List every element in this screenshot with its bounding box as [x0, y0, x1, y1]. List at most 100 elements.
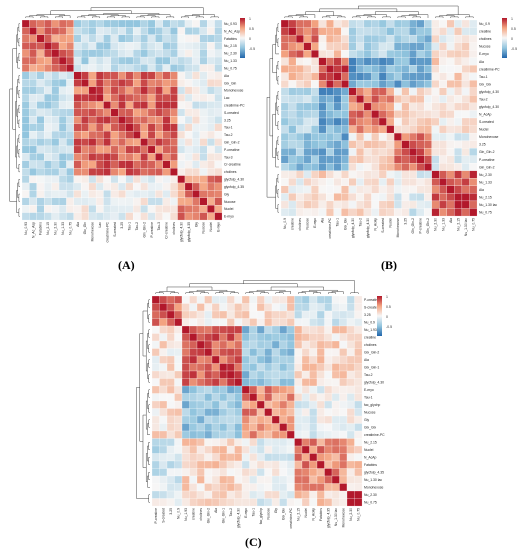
heatmap-cell	[354, 355, 363, 364]
heatmap-cell	[378, 19, 387, 28]
heatmap-cell	[207, 138, 215, 147]
heatmap-cell	[469, 178, 478, 187]
heatmap-cell	[386, 65, 395, 73]
heatmap-cell	[44, 64, 52, 73]
heatmap-cell	[326, 132, 334, 141]
heatmap-cell	[196, 400, 205, 409]
heatmap-cell	[44, 153, 52, 161]
column-label: Nu_0.75	[471, 218, 475, 231]
heatmap-cell	[356, 87, 365, 96]
heatmap-cell	[356, 148, 365, 156]
heatmap-cell	[199, 71, 208, 80]
heatmap-cell	[461, 185, 470, 194]
heatmap-cell	[249, 415, 258, 424]
column-label: Nuclei	[209, 222, 213, 232]
heatmap-cell	[219, 498, 228, 507]
heatmap-cell	[409, 148, 417, 156]
heatmap-cell	[386, 57, 395, 66]
heatmap-cell	[204, 333, 213, 342]
heatmap-cell	[174, 430, 183, 439]
row-label: Fatabins	[364, 463, 377, 467]
heatmap-cell	[51, 56, 60, 65]
heatmap-cell	[348, 65, 357, 73]
heatmap-cell	[409, 200, 417, 209]
heatmap-cell	[211, 340, 220, 349]
heatmap-cell	[103, 49, 112, 58]
heatmap-cell	[58, 79, 67, 87]
heatmap-cell	[140, 123, 149, 132]
heatmap-cell	[159, 370, 168, 379]
heatmap-cell	[331, 393, 340, 402]
heatmap-cell	[170, 34, 178, 43]
heatmap-cell	[363, 178, 372, 187]
heatmap-cell	[174, 400, 183, 409]
heatmap-cell	[132, 34, 141, 43]
heatmap-cell	[341, 87, 350, 96]
heatmap-cell	[446, 148, 455, 156]
heatmap-cell	[147, 175, 156, 184]
heatmap-cell	[249, 355, 258, 364]
heatmap-cell	[51, 205, 60, 213]
heatmap-cell	[155, 19, 163, 28]
heatmap-cell	[461, 200, 470, 209]
heatmap-cell	[132, 79, 141, 87]
heatmap-cell	[184, 86, 193, 95]
heatmap-cell	[184, 101, 193, 110]
heatmap-cell	[346, 483, 355, 492]
heatmap-cell	[36, 93, 45, 102]
heatmap-cell	[166, 303, 175, 312]
heatmap-cell	[166, 453, 175, 462]
heatmap-cell	[166, 348, 175, 357]
heatmap-cell	[346, 400, 355, 409]
heatmap-cell	[189, 490, 198, 499]
heatmap-cell	[29, 190, 37, 198]
heatmap-cell	[177, 19, 186, 28]
heatmap-cell	[103, 108, 112, 117]
heatmap-cell	[401, 185, 410, 194]
heatmap-cell	[301, 333, 310, 342]
heatmap-cell	[29, 175, 37, 184]
heatmap-cell	[219, 483, 228, 492]
column-label: Gly	[274, 508, 278, 513]
heatmap-cell	[288, 27, 297, 36]
heatmap-cell	[446, 87, 455, 96]
heatmap-cell	[469, 42, 478, 51]
heatmap-cell	[301, 415, 310, 424]
heatmap-cell	[234, 408, 243, 417]
heatmap-cell	[88, 101, 97, 110]
heatmap-cell	[469, 87, 478, 96]
heatmap-cell	[103, 64, 112, 73]
heatmap-cell	[416, 117, 425, 126]
row-label: Glx_Glx	[364, 426, 376, 430]
heatmap-cell	[177, 108, 186, 117]
heatmap-cell	[348, 208, 357, 217]
heatmap-cell	[132, 93, 141, 102]
heatmap-cell	[170, 42, 178, 50]
heatmap-cell	[110, 212, 119, 221]
heatmap-cell	[151, 475, 160, 484]
heatmap-cell	[469, 72, 478, 81]
heatmap-cell	[461, 87, 470, 96]
heatmap-cell	[339, 438, 348, 447]
panel-a: Nu_0.93 N_Ac_Asp Fatabins Nu_2.15 Nu_2.30 Nu_…	[0, 0, 260, 275]
row-label: Tau-1	[479, 75, 488, 79]
heatmap-cell	[386, 72, 395, 81]
heatmap-cell	[316, 423, 325, 432]
heatmap-cell	[256, 363, 265, 372]
heatmap-cell	[241, 460, 250, 469]
heatmap-cell	[446, 95, 455, 104]
heatmap-cell	[264, 340, 273, 349]
heatmap-cell	[271, 460, 280, 469]
heatmap-cell	[354, 498, 363, 507]
heatmap-cell	[249, 453, 258, 462]
heatmap-cell	[159, 415, 168, 424]
heatmap-cell	[286, 310, 295, 319]
heatmap-cell	[21, 27, 30, 35]
heatmap-cell	[226, 333, 235, 342]
heatmap-cell	[416, 102, 425, 111]
heatmap-cell	[51, 138, 60, 147]
heatmap-cell	[316, 445, 325, 454]
heatmap-cell	[339, 385, 348, 394]
heatmap-cell	[416, 95, 425, 104]
heatmap-cell	[346, 333, 355, 342]
